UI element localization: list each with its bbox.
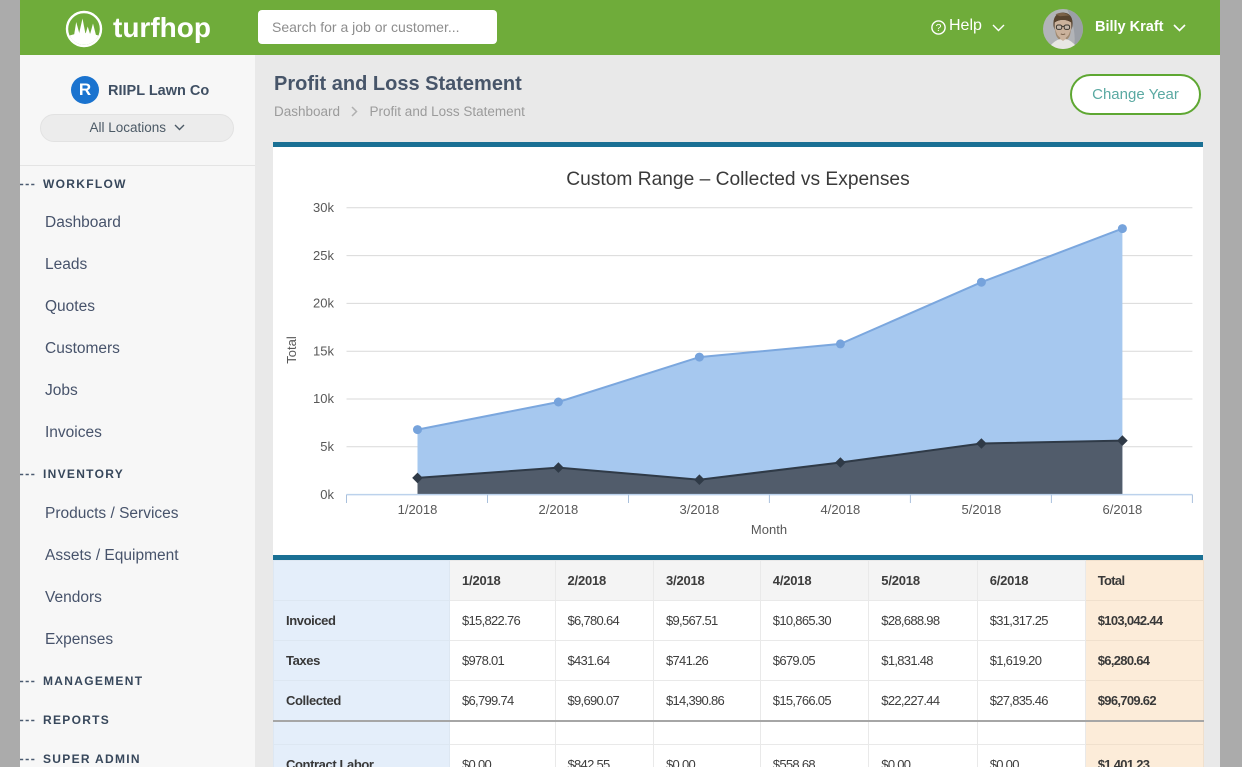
svg-text:Month: Month <box>751 522 787 537</box>
svg-text:1/2018: 1/2018 <box>398 502 438 517</box>
svg-text:15k: 15k <box>313 343 334 358</box>
svg-text:5/2018: 5/2018 <box>962 502 1002 517</box>
svg-text:3/2018: 3/2018 <box>680 502 720 517</box>
svg-text:2/2018: 2/2018 <box>539 502 579 517</box>
svg-text:30k: 30k <box>313 200 334 215</box>
svg-text:?: ? <box>936 22 942 34</box>
svg-text:25k: 25k <box>313 248 334 263</box>
svg-text:4/2018: 4/2018 <box>821 502 861 517</box>
svg-text:Total: Total <box>284 336 299 364</box>
svg-text:0k: 0k <box>320 487 334 502</box>
svg-text:Custom Range – Collected vs Ex: Custom Range – Collected vs Expenses <box>566 169 909 190</box>
svg-text:6/2018: 6/2018 <box>1103 502 1143 517</box>
svg-text:5k: 5k <box>320 439 334 454</box>
svg-text:20k: 20k <box>313 296 334 311</box>
svg-text:10k: 10k <box>313 391 334 406</box>
